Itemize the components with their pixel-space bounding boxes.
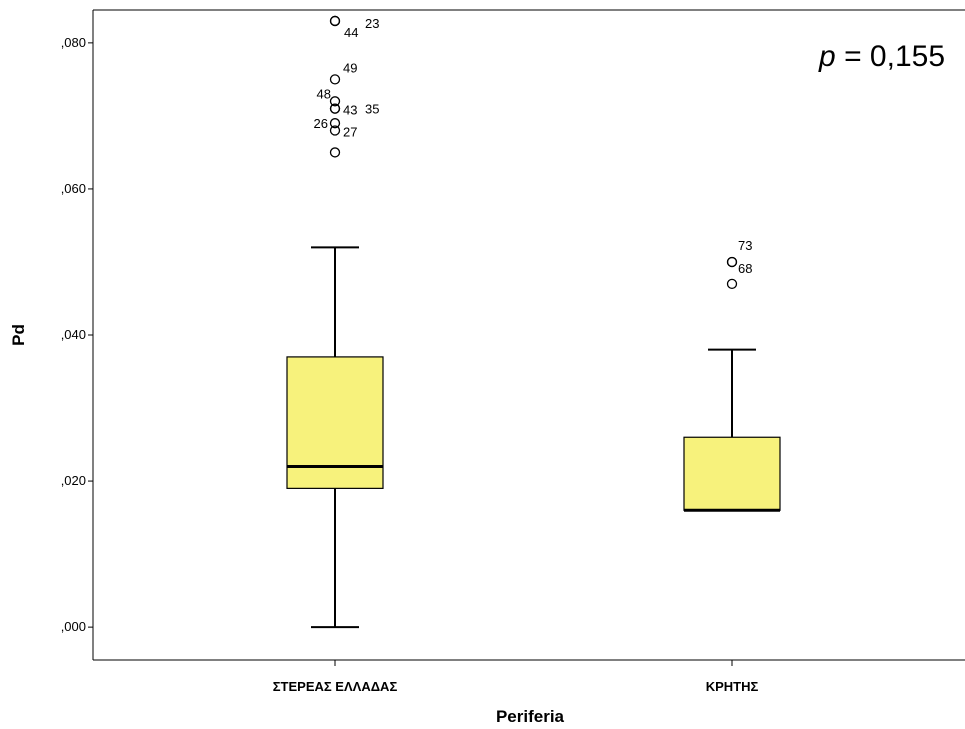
outlier-point bbox=[329, 147, 341, 158]
outlier-point bbox=[329, 118, 341, 129]
p-value-annotation: p = 0,155 bbox=[818, 40, 945, 73]
outlier-label: 44 bbox=[344, 25, 358, 40]
y-tick-label: ,000 bbox=[61, 619, 86, 634]
outlier-label: 48 bbox=[317, 86, 331, 101]
p-value-text: = 0,155 bbox=[836, 40, 945, 73]
y-axis: ,000 ,020 ,040 ,060 ,080 bbox=[61, 35, 93, 634]
plot-frame bbox=[92, 9, 965, 661]
y-tick-label: ,080 bbox=[61, 35, 86, 50]
outlier-point bbox=[329, 103, 341, 114]
outlier-label: 26 bbox=[314, 116, 328, 131]
x-axis: ΣΤΕΡΕΑΣ ΕΛΛΑΔΑΣ ΚΡΗΤΗΣ bbox=[273, 660, 759, 694]
outlier-point bbox=[726, 256, 738, 268]
outlier-point bbox=[329, 125, 341, 136]
x-axis-title: Periferia bbox=[496, 707, 565, 726]
x-category-label: ΣΤΕΡΕΑΣ ΕΛΛΑΔΑΣ bbox=[273, 679, 398, 694]
outlier-point bbox=[726, 278, 738, 290]
box-iqr bbox=[683, 436, 781, 511]
boxes-layer: 44 23 49 48 43 35 26 27 73 68 bbox=[286, 15, 781, 629]
outlier-point bbox=[329, 96, 341, 107]
x-category-label: ΚΡΗΤΗΣ bbox=[706, 679, 759, 694]
box-iqr bbox=[286, 356, 384, 489]
y-axis-title: Pd bbox=[9, 324, 28, 346]
box-group: 44 23 49 48 43 35 26 27 bbox=[286, 15, 384, 629]
outlier-label: 68 bbox=[738, 261, 752, 276]
p-symbol: p bbox=[818, 40, 836, 73]
outlier-label: 23 bbox=[365, 16, 379, 31]
outlier-label: 27 bbox=[343, 125, 357, 140]
outlier-label: 49 bbox=[343, 60, 357, 75]
outlier-label: 73 bbox=[738, 238, 752, 253]
outlier-label: 43 bbox=[343, 103, 357, 118]
outlier-point bbox=[329, 74, 341, 85]
outlier-label: 35 bbox=[365, 102, 379, 117]
y-tick-label: ,040 bbox=[61, 327, 86, 342]
y-tick-label: ,020 bbox=[61, 473, 86, 488]
outlier-point bbox=[329, 15, 341, 27]
box-group: 73 68 bbox=[683, 238, 781, 512]
y-tick-label: ,060 bbox=[61, 181, 86, 196]
